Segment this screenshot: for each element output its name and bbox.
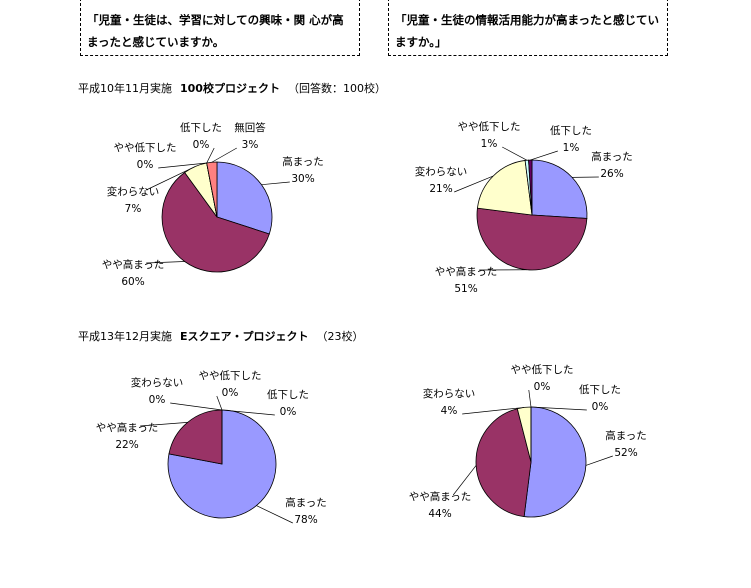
slice-value: 0% [149,394,166,406]
pie-slice [475,408,532,518]
project: Eスクエア・プロジェクト [180,330,309,343]
slice-label: やや低下した [458,120,521,133]
slice-value: 0% [193,139,210,151]
slice-value: 51% [454,283,477,295]
section-heading: 平成10年11月実施 100校プロジェクト （回答数：100校） [78,80,386,96]
slice-label: 変わらない [415,165,468,178]
date: 平成10年11月実施 [78,82,172,95]
leader-line [146,261,185,264]
leader-line [452,465,477,496]
leader-line [256,505,293,524]
slice-label: やや低下した [199,369,262,382]
slice-value: 21% [429,183,452,195]
slice-value: 22% [115,439,138,451]
leader-line [146,166,196,191]
slice-label: やや高まった [102,258,165,271]
section-heading: 平成13年12月実施 Eスクエア・プロジェクト （23校） [78,328,364,344]
slice-value: 1% [563,142,580,154]
note: （回答数：100校） [287,82,386,95]
leader-line [585,455,613,466]
slice-label: 変わらない [107,185,160,198]
slice-label: やや高まった [435,265,498,278]
slice-label: やや低下した [114,141,177,154]
slice-value: 0% [534,381,551,393]
slice-label: 高まった [591,150,633,163]
project: 100校プロジェクト [180,82,280,95]
slice-label: 変わらない [423,387,476,400]
leader-line [158,162,207,169]
slice-value: 1% [481,138,498,150]
pie-slice [476,159,533,216]
slice-value: 0% [222,387,239,399]
slice-label: 変わらない [131,376,184,389]
leader-line [170,402,223,411]
slice-label: 高まった [605,429,647,442]
slice-value: 26% [600,168,623,180]
pie-slice [476,207,588,271]
note: （23校） [316,330,364,343]
slice-label: 高まった [282,155,324,168]
slice-label: やや低下した [511,363,574,376]
slice-value: 4% [441,405,458,417]
slice-label: やや高まった [409,490,472,503]
leader-line [211,147,237,163]
leader-line [454,175,494,193]
leader-line [216,395,223,411]
slice-value: 7% [125,203,142,215]
leader-line [528,389,532,408]
leader-line [462,407,525,415]
slice-value: 3% [242,139,259,151]
leader-line [502,146,527,161]
pie-slice [531,159,588,219]
leader-line [140,422,188,427]
slice-label: 無回答 [234,121,266,134]
slice-value: 52% [614,447,637,459]
leader-line [530,150,558,161]
leader-line [206,147,215,164]
question-box: 「児童・生徒の情報活用能力が高まったと感じていますか。」 [388,0,668,56]
slice-value: 0% [280,406,297,418]
date: 平成13年12月実施 [78,330,172,343]
slice-label: 低下した [550,124,592,137]
slice-value: 0% [592,401,609,413]
pie-slice [216,161,273,235]
slice-label: 低下した [579,383,621,396]
slice-value: 78% [294,514,317,526]
question-box: 「児童・生徒は、学習に対しての興味・関 心が高まったと感じていますか。 [80,0,360,56]
leader-line [530,406,587,411]
slice-value: 44% [428,508,451,520]
pie-slice [168,409,223,465]
slice-label: 低下した [180,121,222,134]
pie-slice [523,406,587,518]
slice-value: 0% [137,159,154,171]
leader-line [261,181,290,186]
slice-label: やや高まった [96,421,159,434]
leader-line [221,409,275,416]
slice-value: 30% [291,173,314,185]
slice-value: 60% [121,276,144,288]
slice-label: 高まった [285,496,327,509]
slice-label: 低下した [267,388,309,401]
